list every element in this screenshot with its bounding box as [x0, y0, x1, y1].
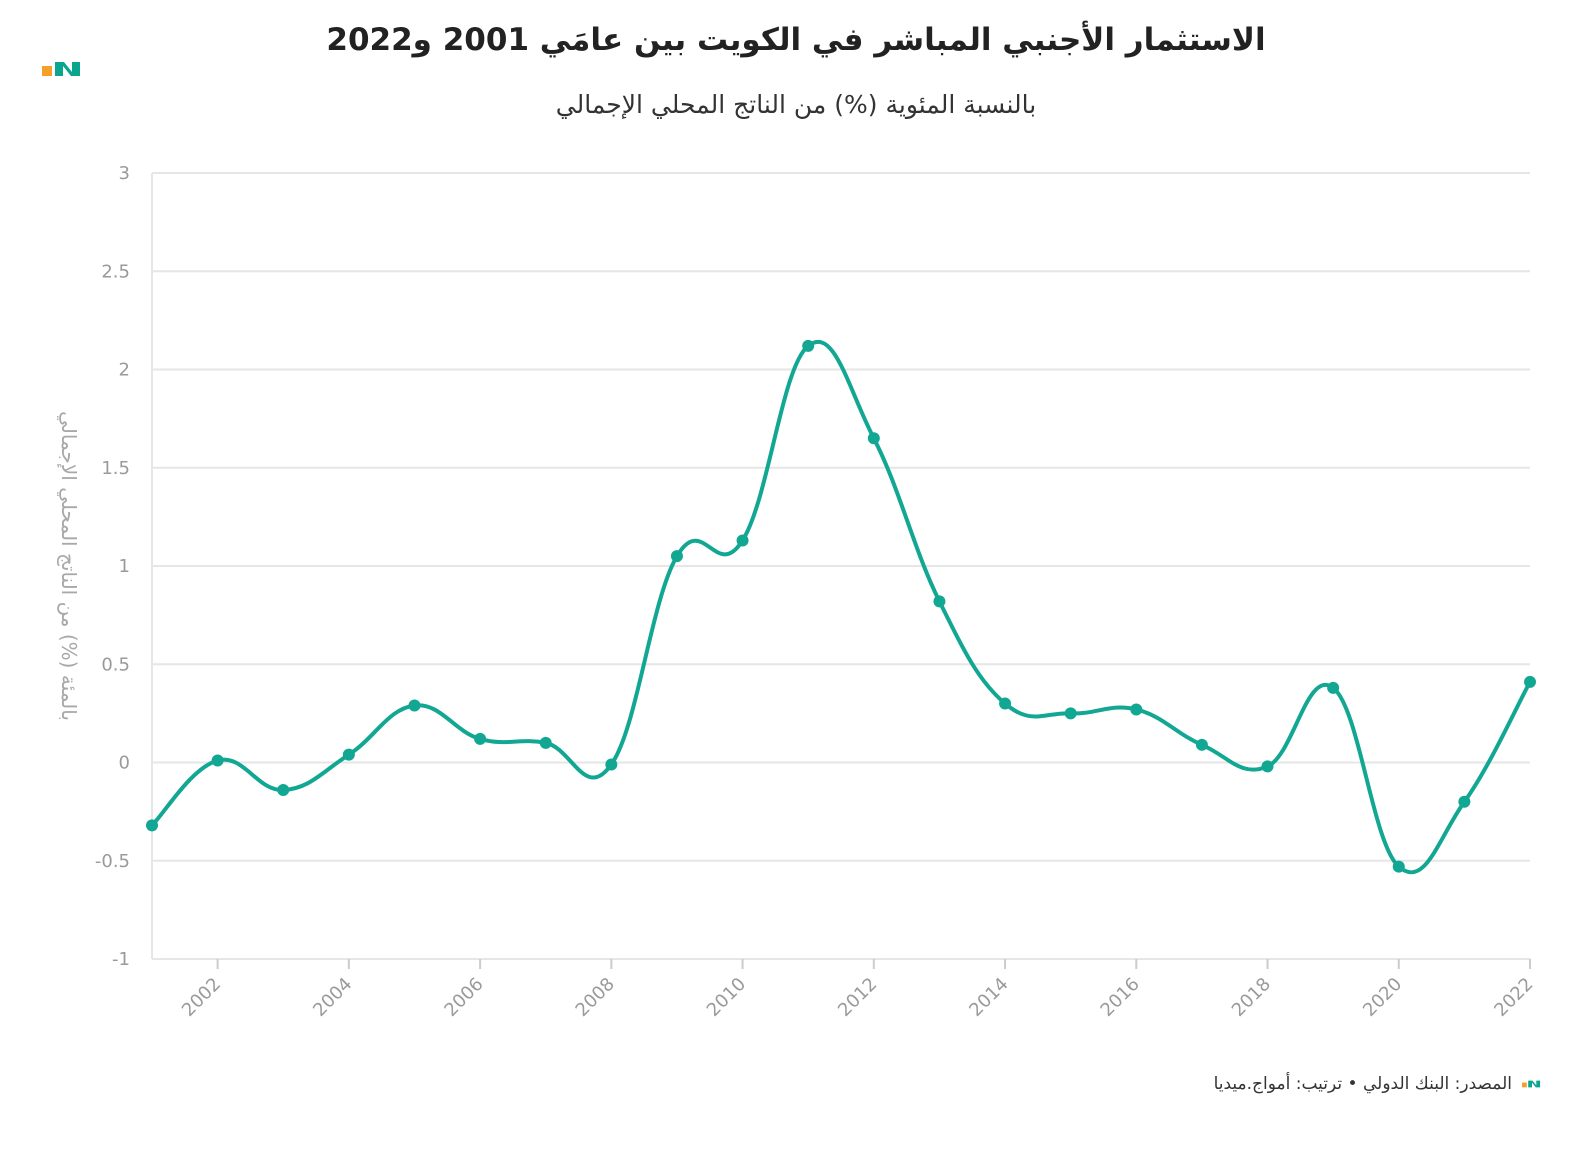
y-tick-label: 3	[119, 163, 130, 184]
data-point[interactable]	[933, 595, 946, 608]
series-line	[150, 339, 1532, 875]
x-tick-labels: 2002 2004 2006 2008 2010 2012 2014 2016 2018 2020…	[178, 974, 1538, 1021]
y-tick-label: -1	[112, 949, 130, 970]
data-point[interactable]	[1195, 738, 1208, 751]
series-path	[150, 339, 1532, 875]
y-tick-label: 0.5	[101, 654, 130, 675]
x-tick-label: 2022	[1490, 974, 1537, 1021]
data-point[interactable]	[867, 432, 880, 445]
amwaj-mini-logo-icon	[1522, 1080, 1541, 1088]
x-tick-label: 2004	[309, 974, 356, 1021]
x-tick-label: 2014	[965, 974, 1012, 1021]
axes	[151, 173, 1531, 969]
x-tick-label: 2008	[572, 974, 619, 1021]
x-tick-label: 2006	[440, 974, 487, 1021]
data-point[interactable]	[1130, 703, 1143, 716]
amwaj-logo-icon	[42, 62, 80, 76]
data-point[interactable]	[1458, 795, 1471, 808]
grid-lines	[152, 172, 1530, 960]
data-point[interactable]	[539, 736, 552, 749]
y-axis-label: بالمئة (%) من الناتج المحلي الإجمالي	[56, 411, 81, 721]
data-point[interactable]	[1327, 681, 1340, 694]
data-point[interactable]	[342, 748, 355, 761]
line-chart: -1 -0.5 0 0.5 1 1.5 2 2.5 3 2002 2004 2006 2008 2010…	[56, 163, 1538, 1021]
x-tick-label: 2018	[1228, 974, 1275, 1021]
data-point[interactable]	[736, 534, 749, 547]
x-tick-label: 2002	[178, 974, 225, 1021]
data-point[interactable]	[1524, 675, 1536, 688]
data-point[interactable]	[1261, 760, 1274, 773]
data-point[interactable]	[1392, 860, 1405, 873]
data-point[interactable]	[408, 699, 421, 712]
y-tick-label: 1.5	[101, 458, 130, 479]
data-points	[146, 339, 1536, 873]
source-footer: المصدر: البنك الدولي • ترتيب: أمواج.ميدي…	[1214, 1074, 1542, 1094]
chart-title: الاستثمار الأجنبي المباشر في الكويت بين …	[326, 22, 1266, 58]
x-tick-label: 2010	[703, 974, 750, 1021]
data-point[interactable]	[277, 784, 290, 797]
y-tick-label: -0.5	[95, 851, 130, 872]
x-tick-label: 2012	[834, 974, 881, 1021]
source-text: المصدر: البنك الدولي • ترتيب: أمواج.ميدي…	[1213, 1074, 1512, 1094]
data-point[interactable]	[474, 732, 487, 745]
data-point[interactable]	[670, 550, 683, 563]
data-point[interactable]	[211, 754, 224, 767]
y-tick-label: 2	[119, 360, 130, 381]
y-tick-label: 0	[119, 753, 130, 774]
data-point[interactable]	[146, 819, 158, 832]
y-tick-label: 2.5	[101, 261, 130, 282]
y-tick-label: 1	[119, 556, 130, 577]
y-tick-labels: -1 -0.5 0 0.5 1 1.5 2 2.5 3	[95, 163, 130, 970]
data-point[interactable]	[999, 697, 1012, 710]
data-point[interactable]	[605, 758, 618, 771]
x-tick-label: 2016	[1097, 974, 1144, 1021]
data-point[interactable]	[802, 339, 815, 352]
data-point[interactable]	[1064, 707, 1077, 720]
x-tick-label: 2020	[1359, 974, 1406, 1021]
chart-subtitle: بالنسبة المئوية (%) من الناتج المحلي الإ…	[555, 90, 1037, 119]
